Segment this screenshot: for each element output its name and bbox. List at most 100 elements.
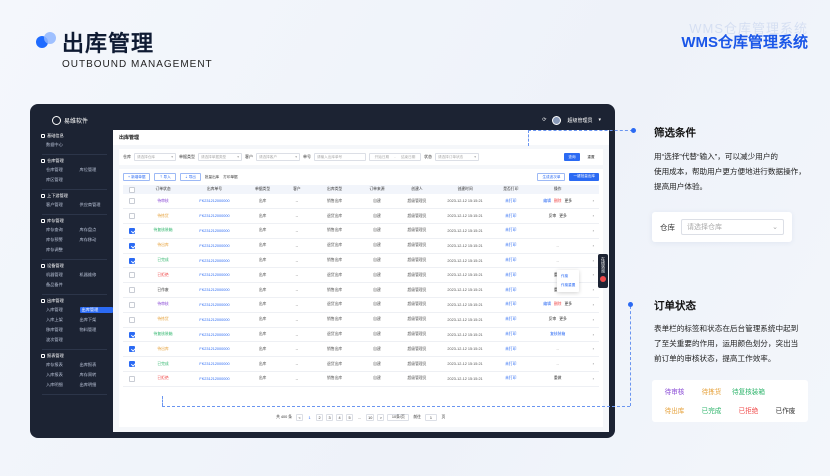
sidebar-item[interactable]: 物料管理 (79, 327, 97, 332)
row-checkbox[interactable] (123, 371, 142, 387)
order-input[interactable]: 请输入出库单号 (314, 153, 366, 161)
page-5[interactable]: 5 (346, 414, 354, 421)
row-action-button[interactable]: 更多 (559, 317, 567, 322)
sidebar-item[interactable]: 机器维修 (79, 272, 97, 277)
table-row[interactable]: 待出库 FK231212000000 出库 -- 销售出库 自建 超级管理员 2023-12-… (123, 341, 599, 358)
table-row[interactable]: 已拒绝 FK231212000000 出库 -- 销售出库 自建 超级管理员 2023-12-… (123, 371, 599, 387)
type-select[interactable]: 请选择单据类型 ▾ (198, 153, 242, 161)
row-checkbox[interactable] (123, 312, 142, 328)
row-action-button[interactable]: 重做 (553, 376, 562, 381)
generate-wave-button[interactable]: 生成波次单 (537, 173, 566, 181)
row-expand-chevron-icon[interactable]: › (587, 267, 599, 284)
date-range[interactable]: 开始日期 - 结束日期 (369, 153, 421, 161)
sidebar-item[interactable]: 出库报表 (79, 362, 97, 367)
batch-outbound-button[interactable]: 批量出库 (204, 174, 220, 179)
sidebar-item[interactable]: 出库明细 (79, 382, 97, 387)
row-expand-chevron-icon[interactable]: › (587, 356, 599, 373)
row-checkbox[interactable] (123, 238, 142, 254)
sidebar-group-title[interactable]: 库存管理 (41, 218, 113, 224)
sidebar-item[interactable]: 入库明细 (46, 382, 63, 387)
row-action-button[interactable]: 反审 (548, 317, 557, 322)
sidebar-item[interactable]: 出库管理 (79, 307, 113, 313)
table-row[interactable]: 待拣货 FK231212000000 出库 -- 退货出库 自建 超级管理员 2023-12-… (123, 208, 599, 225)
row-expand-chevron-icon[interactable]: › (587, 208, 599, 225)
refresh-icon[interactable]: ⟳ (542, 117, 547, 123)
row-checkbox[interactable] (123, 208, 142, 225)
sidebar-item[interactable]: 移库管理 (46, 327, 63, 332)
goto-page-input[interactable]: 1 (424, 414, 437, 421)
row-action-button[interactable]: 删除 (553, 302, 562, 307)
table-row[interactable]: 待复核装箱 FK231212000000 出库 -- 退货出库 自建 超级管理员 2023-1… (123, 327, 599, 343)
row-expand-chevron-icon[interactable]: › (587, 223, 599, 239)
page-size-select[interactable]: 10条/页 (387, 414, 410, 421)
row-checkbox[interactable] (123, 282, 142, 299)
row-expand-chevron-icon[interactable]: › (587, 341, 599, 358)
page-4[interactable]: 4 (336, 414, 344, 421)
chevron-down-icon[interactable]: ▾ (598, 117, 601, 123)
row-expand-chevron-icon[interactable]: › (587, 371, 599, 387)
order-number-link[interactable]: FK231212000000 (184, 312, 245, 328)
reset-button[interactable]: 重置 (587, 154, 595, 159)
sidebar-item[interactable]: 库存移动 (79, 237, 97, 242)
sidebar-item[interactable]: 出库下架 (79, 317, 97, 322)
row-action-button[interactable]: 反审 (548, 213, 557, 218)
table-row[interactable]: 待审核 FK231212000000 出库 -- 销售出库 自建 超级管理员 2023-12-… (123, 194, 599, 210)
order-number-link[interactable]: FK231212000000 (184, 297, 245, 313)
row-action-button[interactable]: 更多 (559, 213, 567, 218)
sidebar-item[interactable]: 库位管理 (79, 167, 97, 172)
table-row[interactable]: 已完成 FK231212000000 出库 -- 退货出库 自建 超级管理员 2023-12-… (123, 356, 599, 373)
sidebar-group-title[interactable]: 仓库管理 (41, 158, 113, 164)
row-checkbox[interactable] (123, 356, 142, 373)
order-number-link[interactable]: FK231212000000 (184, 223, 245, 239)
sidebar-group-title[interactable]: 出库管理 (41, 298, 113, 304)
one-click-outbound-button[interactable]: 一键批量出库 (569, 173, 599, 181)
row-expand-chevron-icon[interactable]: › (587, 238, 599, 254)
status-select[interactable]: 请选择订单状态 ▾ (435, 153, 479, 161)
table-row[interactable]: 已作废 FK231212000000 出库 -- 销售出库 自建 超级管理员 2023-12-… (123, 282, 599, 299)
row-expand-chevron-icon[interactable]: › (587, 312, 599, 328)
row-action-button[interactable]: -- (556, 258, 559, 263)
row-checkbox[interactable] (123, 223, 142, 239)
order-number-link[interactable]: FK231212000000 (184, 194, 245, 210)
demo-warehouse-select[interactable]: 请选择仓库 ⌄ (681, 219, 784, 235)
row-action-button[interactable]: -- (556, 347, 559, 352)
sidebar-group-title[interactable]: 基础信息 (41, 133, 113, 139)
sidebar-item[interactable]: 库存查询 (46, 227, 63, 232)
user-name[interactable]: 超级管理员 (567, 117, 593, 124)
row-action-button[interactable]: -- (556, 243, 559, 248)
warehouse-select[interactable]: 请选择仓库 ▾ (134, 153, 176, 161)
sidebar-item[interactable]: 库存盘点 (79, 227, 97, 232)
next-page-button[interactable]: > (377, 414, 385, 421)
row-checkbox[interactable] (123, 341, 142, 358)
sidebar-item[interactable]: 入库报表 (46, 372, 63, 377)
dropdown-item-void[interactable]: 作废 (561, 274, 569, 278)
row-action-button[interactable]: 更多 (564, 302, 573, 307)
avatar[interactable] (552, 115, 562, 125)
table-row[interactable]: 待出库 FK231212000000 出库 -- 退货出库 自建 超级管理员 2023-12-… (123, 238, 599, 254)
import-button[interactable]: ⇡ 导入 (154, 173, 176, 181)
page-3[interactable]: 3 (326, 414, 334, 421)
row-expand-chevron-icon[interactable]: › (587, 282, 599, 299)
row-expand-chevron-icon[interactable]: › (587, 327, 599, 343)
add-order-button[interactable]: + 新增单据 (123, 173, 151, 181)
row-action-button[interactable]: 删除 (553, 198, 562, 203)
sidebar-item[interactable]: 备品备件 (46, 282, 63, 287)
row-checkbox[interactable] (123, 253, 142, 269)
sidebar-group-title[interactable]: 上下游管理 (41, 193, 113, 199)
sidebar-item[interactable]: 库存调整 (46, 247, 63, 252)
sidebar-item[interactable]: 入库管理 (46, 307, 63, 312)
row-checkbox[interactable] (123, 327, 142, 343)
prev-page-button[interactable]: < (296, 414, 304, 421)
order-number-link[interactable]: FK231212000000 (184, 356, 245, 373)
order-number-link[interactable]: FK231212000000 (184, 208, 245, 225)
customer-select[interactable]: 请选择客户 ▾ (256, 153, 300, 161)
order-number-link[interactable]: FK231212000000 (184, 238, 245, 254)
row-action-button[interactable]: 复核装箱 (550, 332, 566, 337)
order-number-link[interactable]: FK231212000000 (184, 282, 245, 299)
table-row[interactable]: 已完成 FK231212000000 出库 -- 销售出库 自建 超级管理员 2023-12-… (123, 253, 599, 269)
search-button[interactable]: 查询 (564, 153, 580, 161)
row-expand-chevron-icon[interactable]: › (587, 194, 599, 210)
sidebar-item[interactable]: 库存周转 (79, 372, 97, 377)
sidebar-item[interactable]: 数据中心 (46, 142, 63, 147)
order-number-link[interactable]: FK231212000000 (184, 327, 245, 343)
